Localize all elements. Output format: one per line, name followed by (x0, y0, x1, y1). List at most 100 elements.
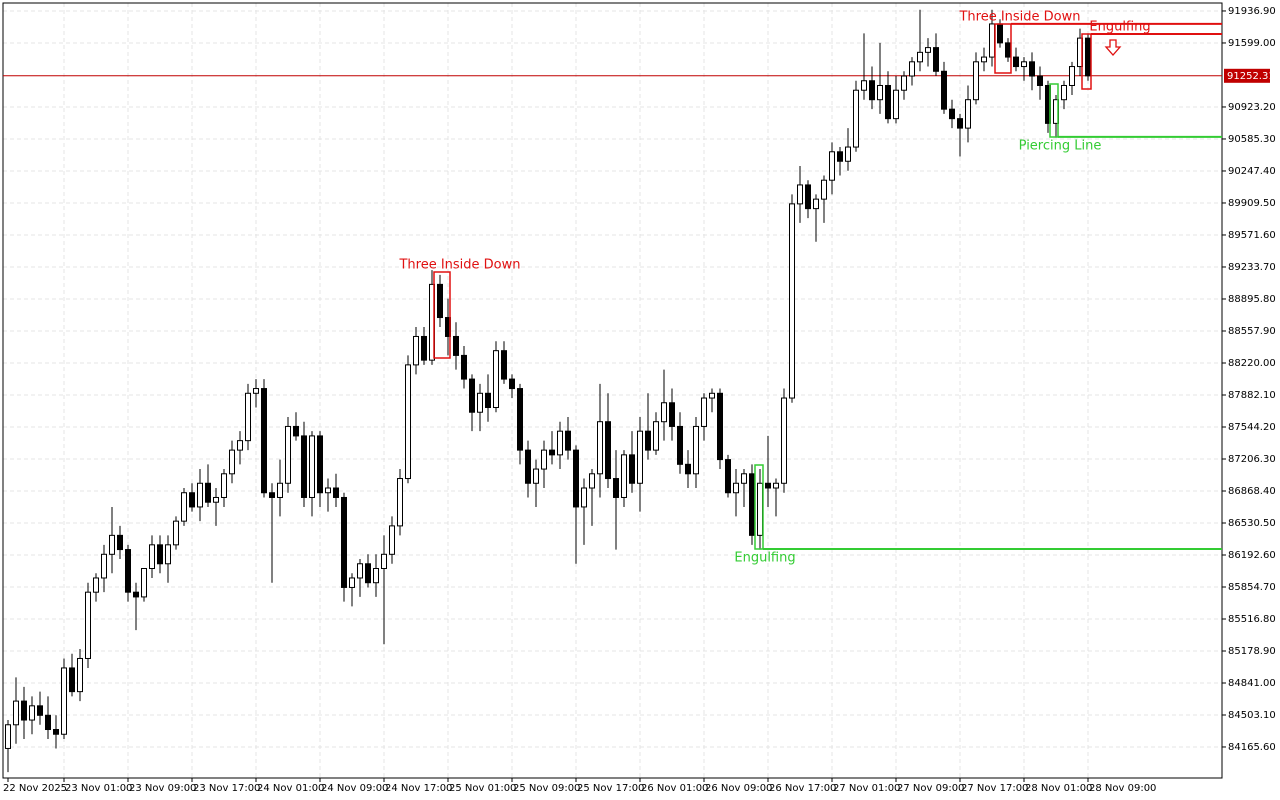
candle-body (941, 70, 947, 110)
candle-body (277, 482, 283, 498)
candle-body (437, 283, 443, 319)
candle-body (917, 51, 923, 63)
y-tick-label: 91599.00 (1228, 38, 1276, 49)
candle-body (829, 151, 835, 181)
pattern-label: Engulfing (1089, 20, 1150, 35)
candle-body (853, 89, 859, 148)
candle-body (749, 473, 755, 536)
candle-body (565, 430, 571, 451)
y-tick-label: 89233.70 (1228, 262, 1276, 273)
candle-body (813, 198, 819, 210)
candle-body (125, 549, 131, 593)
candle-body (365, 563, 371, 584)
candle-body (261, 388, 267, 494)
candle-body (925, 47, 931, 53)
candle-body (533, 468, 539, 484)
candle-body (685, 463, 691, 475)
candle-body (389, 525, 395, 555)
candle-body (517, 388, 523, 451)
candle-body (325, 487, 331, 494)
candle-body (741, 473, 747, 484)
candle-body (229, 449, 235, 475)
candle-body (797, 184, 803, 205)
candle-body (237, 440, 243, 451)
candle-body (189, 492, 195, 508)
candle-body (557, 430, 563, 456)
candle-body (413, 335, 419, 366)
candle-body (85, 591, 91, 659)
candle-body (77, 657, 83, 693)
candle-body (1013, 56, 1019, 68)
y-tick-label: 84503.10 (1228, 710, 1276, 721)
y-tick-label: 85178.90 (1228, 646, 1276, 657)
candle-body (253, 388, 259, 394)
candle-body (669, 402, 675, 427)
candle-body (701, 397, 707, 427)
candle-body (677, 425, 683, 465)
candle-body (1029, 61, 1035, 77)
candle-body (269, 492, 275, 498)
candle-body (1021, 61, 1027, 68)
candle-body (821, 179, 827, 200)
candle-body (789, 203, 795, 399)
candle-body (933, 47, 939, 72)
candle-body (45, 714, 51, 731)
candle-body (717, 392, 723, 461)
y-tick-label: 88557.90 (1228, 326, 1276, 337)
candle-body (973, 61, 979, 101)
candle-body (861, 80, 867, 91)
candle-body (293, 425, 299, 437)
candle-body (109, 534, 115, 555)
x-tick-label: 22 Nov 2025 (3, 783, 67, 794)
x-tick-label: 25 Nov 17:00 (577, 783, 644, 794)
pattern-box (754, 464, 764, 550)
candle-body (333, 487, 339, 498)
candle-body (997, 23, 1003, 44)
candle-body (285, 425, 291, 484)
y-tick-label: 87206.30 (1228, 454, 1276, 465)
candle-body (485, 392, 491, 409)
pattern-label: Three Inside Down (398, 258, 520, 273)
candle-body (549, 449, 555, 456)
y-tick-label: 89571.60 (1228, 230, 1276, 241)
candle-body (149, 544, 155, 570)
y-tick-label: 87544.20 (1228, 422, 1276, 433)
candle-body (613, 478, 619, 498)
x-tick-label: 27 Nov 17:00 (961, 783, 1028, 794)
candle-body (909, 61, 915, 77)
candle-body (661, 402, 667, 423)
y-tick-label: 89909.50 (1228, 198, 1276, 209)
candle-body (989, 23, 995, 58)
candle-body (589, 473, 595, 489)
plot-frame (2, 2, 1223, 779)
candle-body (61, 667, 67, 735)
candle-body (837, 151, 843, 162)
candle-body (957, 118, 963, 129)
x-tick-label: 27 Nov 09:00 (897, 783, 964, 794)
candle-body (981, 56, 987, 63)
last-price-box (1224, 68, 1270, 83)
candle-body (349, 577, 355, 588)
candle-body (165, 544, 171, 565)
pattern-box (1049, 83, 1059, 138)
candle-body (181, 492, 187, 522)
candle-body (101, 553, 107, 579)
candle-body (493, 350, 499, 409)
y-tick-label: 85516.80 (1228, 614, 1276, 625)
pattern-label: Three Inside Down (958, 10, 1080, 25)
candle-body (341, 496, 347, 588)
candle-body (317, 435, 323, 494)
candle-body (381, 553, 387, 570)
candle-body (397, 478, 403, 527)
y-tick-label: 85854.70 (1228, 582, 1276, 593)
x-tick-label: 28 Nov 01:00 (1025, 783, 1092, 794)
candle-body (877, 84, 883, 101)
candle-body (469, 378, 475, 413)
candle-body (173, 520, 179, 546)
last-price-label: 91252.31 (1227, 71, 1275, 82)
candle-body (5, 724, 11, 749)
candle-body (645, 430, 651, 451)
candle-body (725, 459, 731, 494)
